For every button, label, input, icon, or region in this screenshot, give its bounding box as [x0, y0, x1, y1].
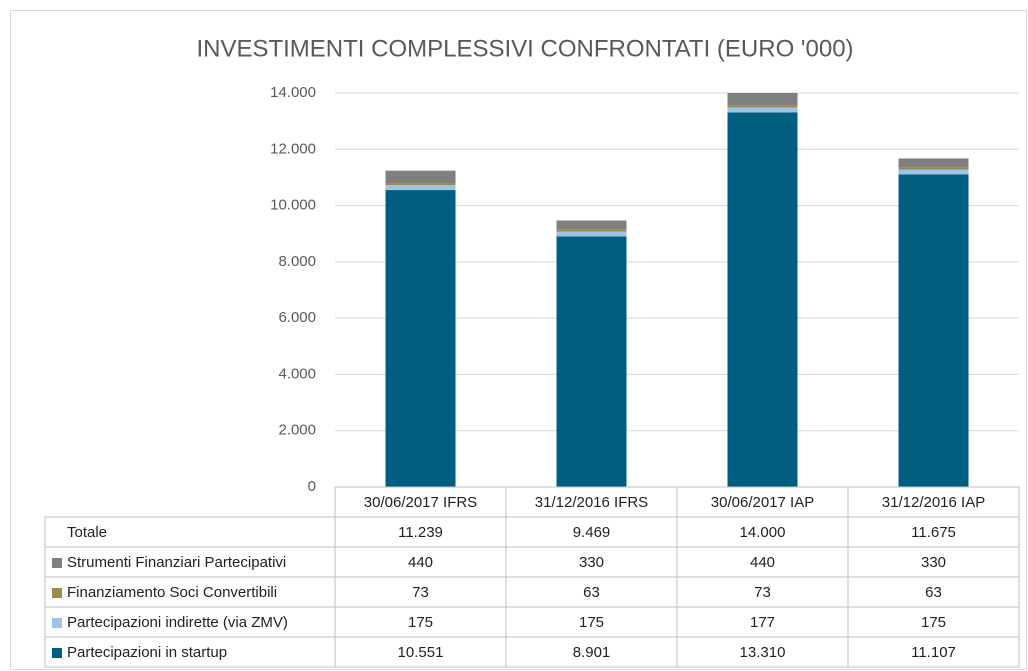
x-tick-label: 30/06/2017 IFRS — [364, 494, 477, 511]
legend-label: Totale — [67, 524, 107, 541]
bar-segment — [898, 158, 969, 168]
table-value: 63 — [583, 584, 600, 601]
legend-label: Partecipazioni indirette (via ZMV) — [67, 614, 288, 631]
table-value: 14.000 — [740, 524, 786, 541]
table-value: 73 — [412, 584, 429, 601]
bar-segment — [727, 107, 798, 113]
legend-swatch — [52, 648, 62, 658]
bar-segment — [898, 167, 969, 170]
table-value: 330 — [579, 554, 604, 571]
y-tick-label: 14.000 — [270, 84, 316, 101]
table-value: 63 — [925, 584, 942, 601]
table-value: 13.310 — [740, 644, 786, 661]
y-tick-label: 4.000 — [278, 365, 316, 382]
bar-segment — [556, 229, 627, 232]
table-value: 175 — [921, 614, 946, 631]
bar-segment — [556, 236, 627, 487]
bar-segment — [385, 185, 456, 191]
y-tick-label: 12.000 — [270, 140, 316, 157]
y-tick-label: 6.000 — [278, 309, 316, 326]
legend-swatch — [52, 618, 62, 628]
table-value: 175 — [579, 614, 604, 631]
table-value: 11.239 — [398, 524, 443, 541]
bar-segment — [385, 183, 456, 186]
table-value: 11.107 — [911, 644, 956, 661]
y-tick-label: 2.000 — [278, 422, 316, 439]
x-tick-label: 30/06/2017 IAP — [711, 494, 814, 511]
legend-label: Strumenti Finanziari Partecipativi — [67, 554, 286, 571]
table-value: 11.675 — [911, 524, 956, 541]
table-value: 440 — [408, 554, 433, 571]
bar-segment — [556, 220, 627, 230]
x-tick-label: 31/12/2016 IAP — [882, 494, 985, 511]
chart-title: INVESTIMENTI COMPLESSIVI CONFRONTATI (EU… — [196, 35, 853, 62]
table-value: 177 — [750, 614, 775, 631]
bar-segment — [556, 231, 627, 237]
table-value: 73 — [754, 584, 771, 601]
table-value: 175 — [408, 614, 433, 631]
y-tick-label: 8.000 — [278, 253, 316, 270]
bar-segment — [898, 174, 969, 487]
bar-segment — [727, 112, 798, 487]
bar-segment — [385, 170, 456, 184]
bar-segment — [727, 105, 798, 108]
bar-segment — [898, 169, 969, 175]
legend-label: Finanziamento Soci Convertibili — [67, 584, 277, 601]
legend-swatch — [52, 588, 62, 598]
x-tick-label: 31/12/2016 IFRS — [535, 494, 648, 511]
bar-segment — [727, 93, 798, 106]
legend-label: Partecipazioni in startup — [67, 644, 227, 661]
chart-border — [10, 10, 1027, 670]
table-value: 9.469 — [573, 524, 611, 541]
table-value: 330 — [921, 554, 946, 571]
bar-segment — [385, 190, 456, 488]
y-tick-label: 0 — [308, 478, 316, 495]
table-value: 8.901 — [573, 644, 611, 661]
legend-swatch — [52, 558, 62, 568]
y-tick-label: 10.000 — [270, 197, 316, 214]
table-value: 10.551 — [398, 644, 444, 661]
table-value: 440 — [750, 554, 775, 571]
